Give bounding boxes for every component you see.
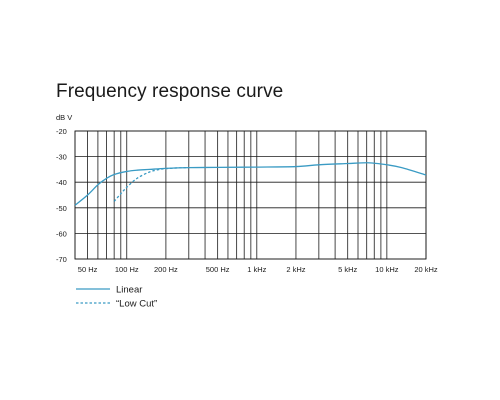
legend-label: Linear	[116, 285, 142, 296]
plot-frame	[74, 130, 427, 260]
y-tick-label: -40	[56, 178, 67, 187]
series-line-low-cut	[113, 166, 189, 202]
series-line-linear	[74, 162, 427, 206]
x-tick-label: 10 kHz	[375, 265, 399, 274]
chart-legend: Linear “Low Cut”	[76, 285, 157, 310]
x-tick-label: 2 kHz	[286, 265, 305, 274]
y-tick-label: -50	[56, 204, 67, 213]
y-tick-label: -30	[56, 153, 67, 162]
x-tick-label: 1 kHz	[247, 265, 266, 274]
y-tick-label: -70	[56, 255, 67, 264]
y-tick-label: -20	[56, 127, 67, 136]
chart-grid	[74, 130, 427, 260]
y-tick-labels: -20 -30 -40 -50 -60 -70	[56, 127, 67, 264]
series-lines	[74, 162, 427, 206]
chart-title: Frequency response curve	[56, 81, 284, 102]
x-tick-labels: 50 Hz 100 Hz 200 Hz 500 Hz 1 kHz 2 kHz 5 kHz 10…	[78, 265, 438, 274]
legend-label: “Low Cut”	[116, 299, 157, 310]
x-tick-label: 100 Hz	[115, 265, 139, 274]
y-axis-label: dB V	[56, 113, 72, 122]
x-tick-label: 50 Hz	[78, 265, 98, 274]
y-tick-label: -60	[56, 229, 67, 238]
x-tick-label: 20 kHz	[414, 265, 438, 274]
x-tick-label: 200 Hz	[154, 265, 178, 274]
x-tick-label: 5 kHz	[338, 265, 357, 274]
x-tick-label: 500 Hz	[206, 265, 230, 274]
